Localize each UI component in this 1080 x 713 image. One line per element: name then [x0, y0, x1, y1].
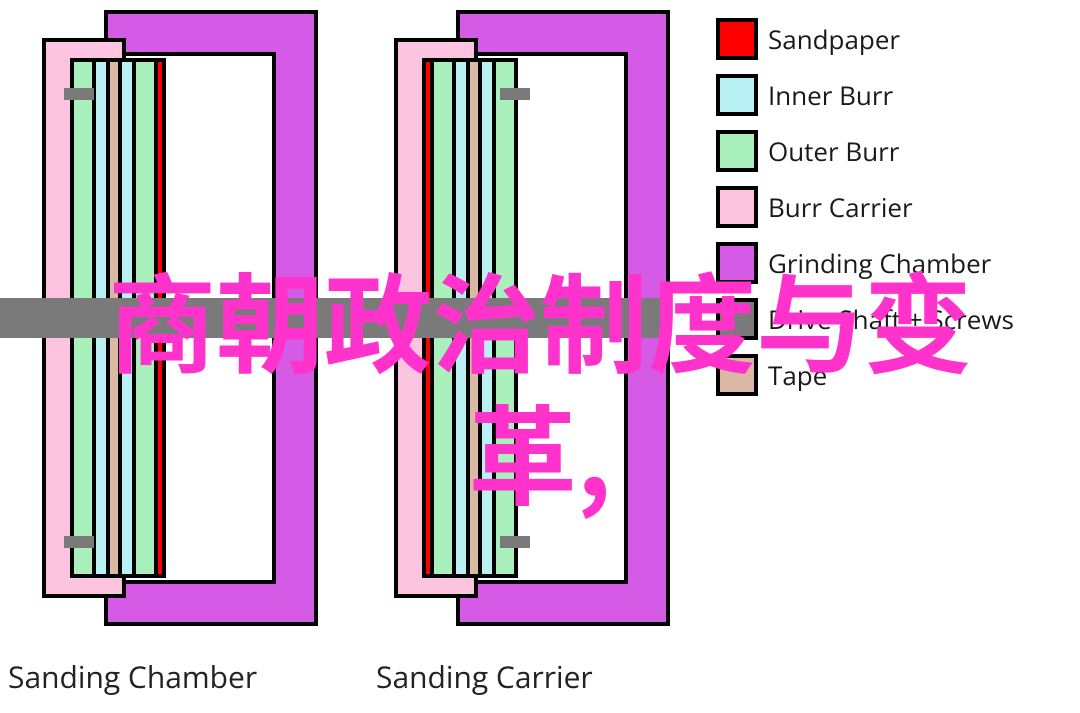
legend-item-drive_shaft: Drive Shaft + Screws: [716, 298, 1014, 340]
caption-sanding-carrier: Sanding Carrier: [376, 656, 593, 697]
legend-swatch-grinding_chamber: [716, 242, 758, 284]
screw: [64, 88, 94, 100]
legend-item-burr_carrier: Burr Carrier: [716, 186, 1014, 228]
caption-sanding-chamber: Sanding Chamber: [8, 656, 257, 697]
diagram-stage: Sandpaper Inner Burr Outer Burr Burr Carrie…: [0, 0, 1080, 713]
legend-swatch-tape: [716, 354, 758, 396]
legend-item-outer_burr: Outer Burr: [716, 130, 1014, 172]
legend-swatch-sandpaper: [716, 18, 758, 60]
legend-label: Burr Carrier: [768, 189, 913, 225]
legend-swatch-inner_burr: [716, 74, 758, 116]
legend-swatch-outer_burr: [716, 130, 758, 172]
legend-swatch-drive_shaft: [716, 298, 758, 340]
legend-label: Outer Burr: [768, 133, 899, 169]
screw: [500, 88, 530, 100]
screw: [500, 536, 530, 548]
legend-item-tape: Tape: [716, 354, 1014, 396]
legend-swatch-burr_carrier: [716, 186, 758, 228]
legend-item-inner_burr: Inner Burr: [716, 74, 1014, 116]
legend-label: Drive Shaft + Screws: [768, 301, 1014, 337]
legend-item-sandpaper: Sandpaper: [716, 18, 1014, 60]
legend-item-grinding_chamber: Grinding Chamber: [716, 242, 1014, 284]
legend-label: Grinding Chamber: [768, 245, 991, 281]
legend-label: Inner Burr: [768, 77, 893, 113]
drive-shaft: [0, 298, 668, 338]
legend-label: Tape: [768, 357, 827, 393]
screw: [64, 536, 94, 548]
legend: Sandpaper Inner Burr Outer Burr Burr Carrie…: [716, 18, 1014, 396]
legend-label: Sandpaper: [768, 21, 900, 57]
